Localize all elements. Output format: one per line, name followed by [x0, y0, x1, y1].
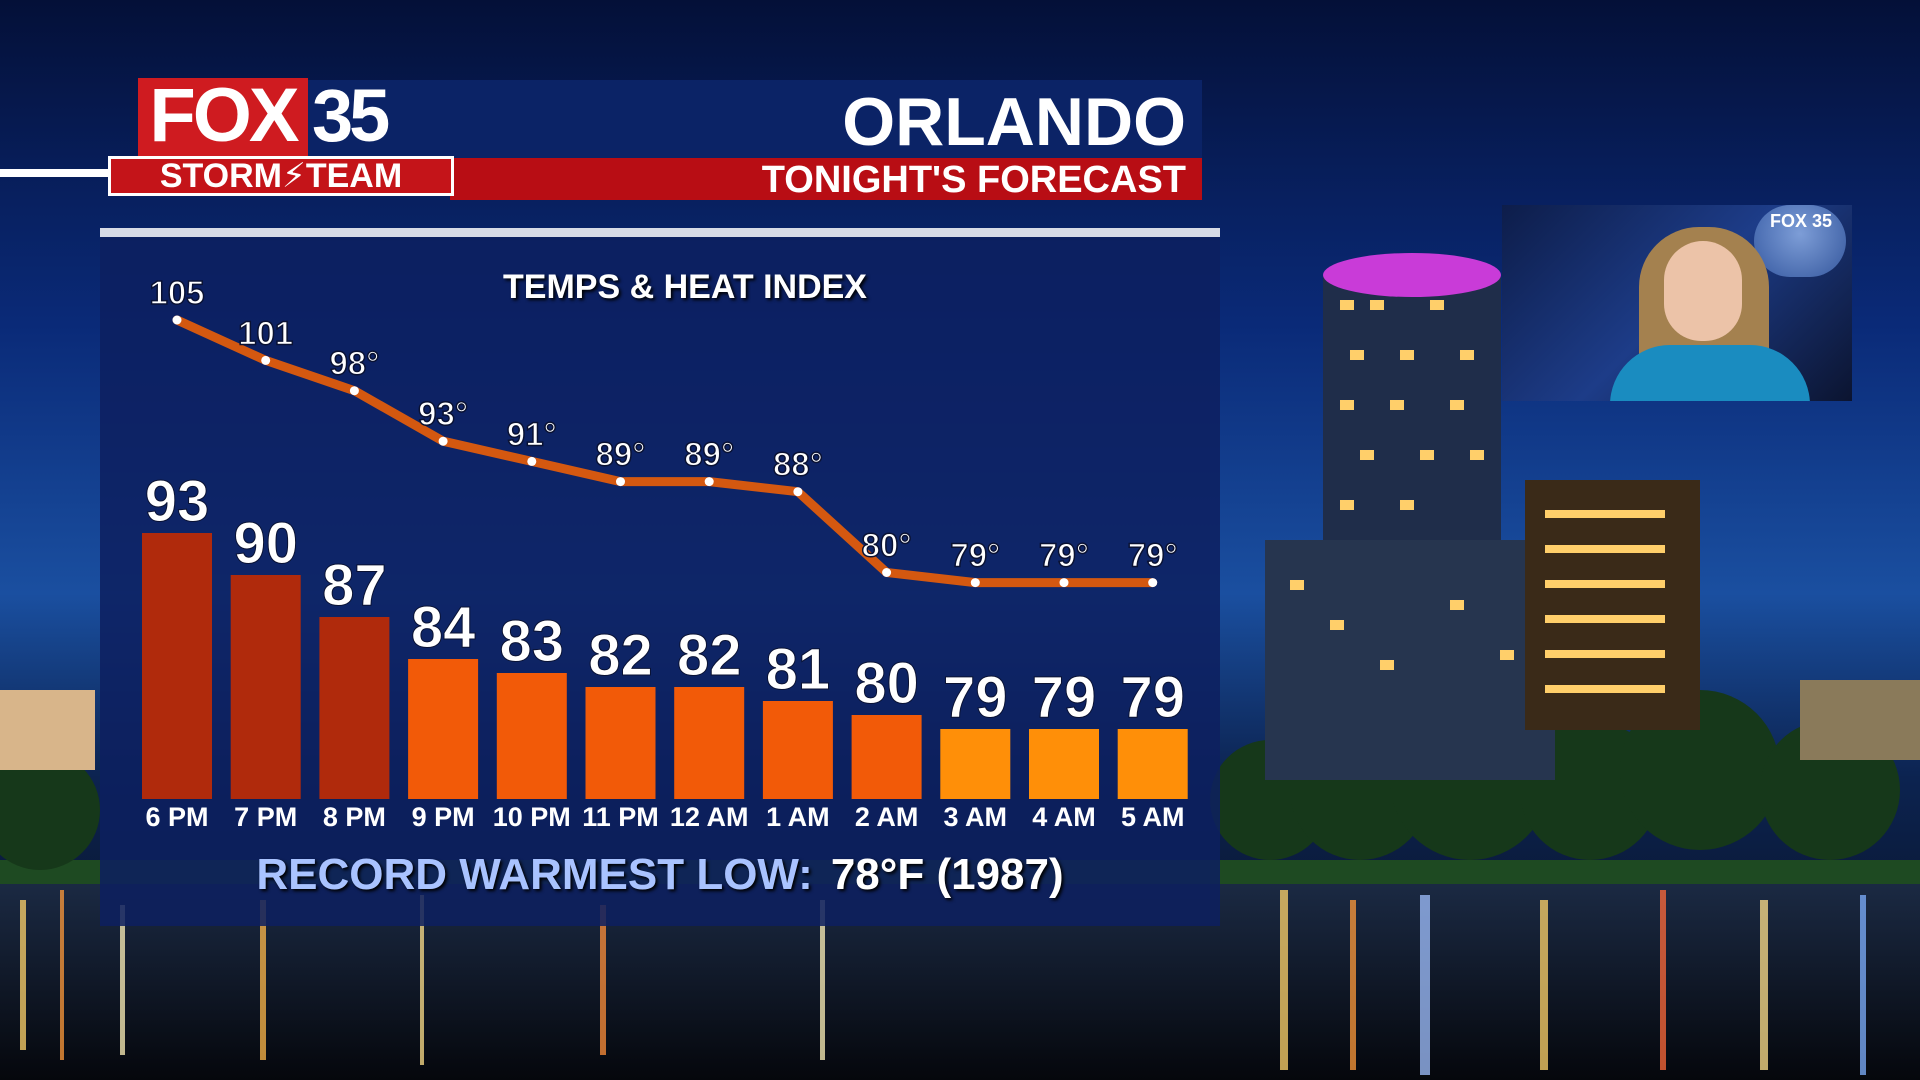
header-rule [0, 169, 108, 177]
heat-index-label: 89° [596, 436, 646, 473]
temperature-bar [1029, 729, 1099, 799]
heat-index-point [527, 456, 537, 466]
record-value: 78°F (1987) [830, 850, 1064, 899]
temps-heat-index-chart: 93 6 PM 90 7 PM 87 8 PM 84 9 PM 83 10 PM 82 11 PM 82… [142, 273, 1188, 832]
heat-index-point [882, 568, 892, 577]
temperature-label: 87 [322, 553, 387, 618]
hour-tick-label: 12 AM [670, 802, 749, 832]
temperature-label: 81 [766, 637, 831, 702]
temperature-bar [142, 533, 212, 799]
logo-number: 35 [312, 74, 390, 157]
temperature-bar [674, 687, 745, 799]
heat-index-label: 98° [329, 345, 379, 382]
temperature-label: 79 [1032, 665, 1097, 730]
heat-index-label: 101 [238, 314, 293, 351]
heat-index-label: 105 [149, 274, 204, 311]
globe-badge-icon [1754, 205, 1846, 277]
city-title: ORLANDO [842, 84, 1186, 160]
heat-index-point [970, 578, 980, 588]
temperature-bar [230, 575, 301, 799]
heat-index-label: 88° [773, 446, 823, 483]
temperature-bar [585, 687, 656, 799]
hour-tick-label: 5 AM [1121, 802, 1185, 832]
temperature-label: 79 [943, 665, 1008, 730]
heat-index-point [793, 487, 803, 497]
temperature-label: 90 [233, 511, 298, 576]
temperature-bar [496, 673, 567, 799]
hour-tick-label: 9 PM [412, 802, 475, 832]
temperature-bar [319, 617, 390, 799]
hour-tick-label: 6 PM [145, 802, 208, 832]
temperature-label: 80 [854, 651, 919, 716]
subtitle-bar [450, 158, 1202, 200]
heat-index-label: 79° [950, 537, 1000, 574]
hour-tick-label: 4 AM [1032, 802, 1096, 832]
temperature-label: 93 [145, 469, 210, 534]
temperature-label: 82 [588, 623, 653, 688]
heat-index-point [704, 477, 714, 487]
temperature-label: 84 [411, 595, 476, 660]
record-note: RECORD WARMEST LOW: 78°F (1987) [100, 850, 1220, 900]
hour-tick-label: 10 PM [493, 802, 571, 832]
hour-tick-label: 11 PM [582, 802, 659, 832]
hour-tick-label: 2 AM [855, 802, 919, 832]
header-bar [140, 80, 1202, 158]
heat-index-point [172, 315, 182, 325]
presenter-body [1610, 345, 1810, 401]
heat-index-label: 79° [1039, 537, 1089, 574]
heat-index-label: 80° [862, 527, 912, 564]
heat-index-label: 89° [684, 436, 734, 473]
heat-index-line [172, 315, 1158, 588]
temperature-bar [762, 701, 833, 799]
heat-index-label: 93° [418, 395, 468, 432]
temperature-bar [408, 659, 479, 799]
temperature-bar [940, 729, 1011, 799]
hour-tick-label: 7 PM [234, 802, 297, 832]
presenter-face [1664, 241, 1742, 341]
temperature-label: 79 [1120, 665, 1185, 730]
heat-index-point [1148, 578, 1158, 588]
chart-title: TEMPS & HEAT INDEX [503, 268, 867, 306]
record-label: RECORD WARMEST LOW: [256, 850, 813, 899]
heat-index-point [616, 477, 625, 487]
temperature-label: 82 [677, 623, 742, 688]
heat-index-label: 79° [1128, 537, 1178, 574]
heat-index-label: 91° [507, 415, 557, 452]
forecast-subtitle: TONIGHT'S FORECAST [761, 159, 1186, 201]
logo-fox: FOX [149, 73, 299, 158]
presenter-video-inset: FOX 35 [1502, 205, 1852, 401]
heat-index-point [349, 386, 359, 396]
heat-index-point [261, 355, 271, 365]
heat-index-point [1059, 578, 1069, 588]
heat-index-point [438, 436, 448, 446]
hour-tick-label: 8 PM [323, 802, 386, 832]
storm-team-badge: STORM⚡TEAM [108, 156, 454, 196]
temperature-label: 83 [500, 609, 565, 674]
logo-red-block [138, 78, 308, 158]
hour-tick-label: 3 AM [944, 802, 1008, 832]
hour-tick-label: 1 AM [766, 802, 830, 832]
temperature-bar [1117, 729, 1188, 799]
temperature-bar [851, 715, 922, 799]
inset-badge-text: FOX 35 [1769, 211, 1833, 231]
